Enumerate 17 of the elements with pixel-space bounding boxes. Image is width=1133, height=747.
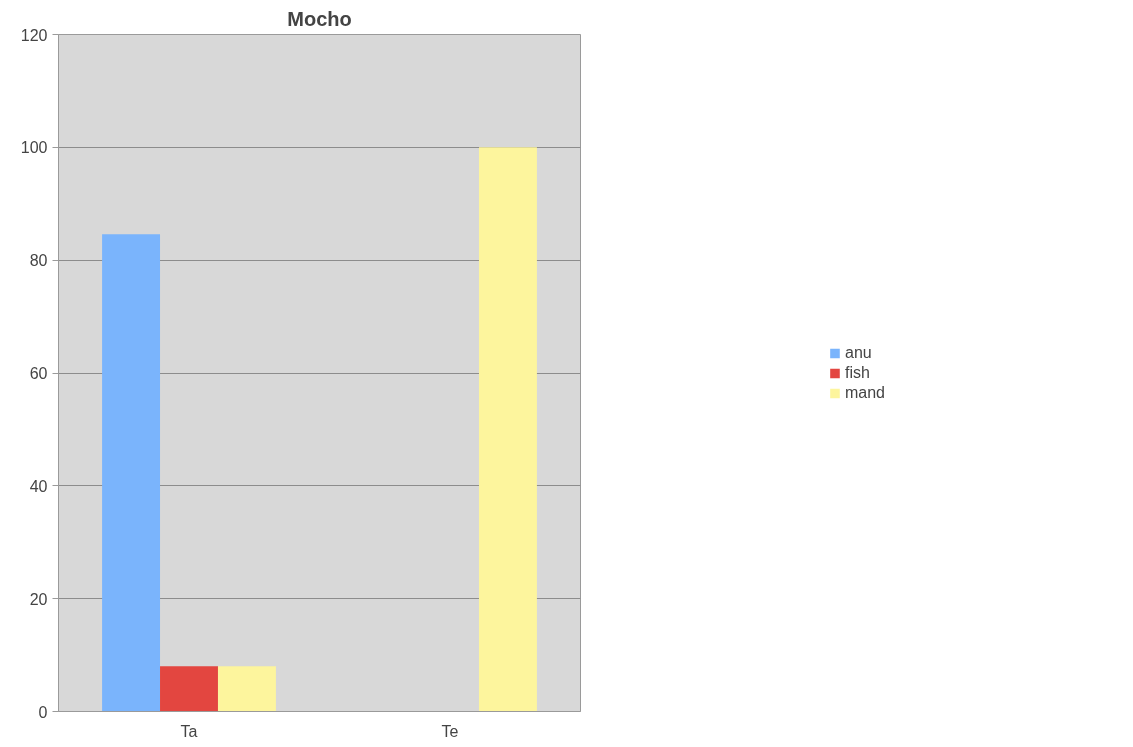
- y-tick-label: 120: [20, 26, 48, 44]
- bar: [160, 666, 218, 712]
- bar: [217, 666, 276, 712]
- bar: [102, 234, 161, 712]
- bar: [478, 147, 537, 712]
- legend-label: mand: [844, 383, 886, 402]
- x-tick-label: Ta: [180, 722, 198, 740]
- legend-label: fish: [844, 363, 870, 382]
- y-tick-label: 100: [20, 139, 48, 157]
- y-tick-label: 20: [29, 590, 48, 608]
- x-tick-label: Te: [441, 722, 459, 740]
- y-tick-label: 60: [29, 365, 48, 382]
- legend-label: anu: [844, 343, 872, 362]
- chart-title: Mocho: [287, 7, 352, 30]
- y-tick-label: 40: [29, 477, 48, 495]
- y-tick-label: 0: [38, 703, 48, 721]
- y-tick-label: 80: [29, 252, 48, 270]
